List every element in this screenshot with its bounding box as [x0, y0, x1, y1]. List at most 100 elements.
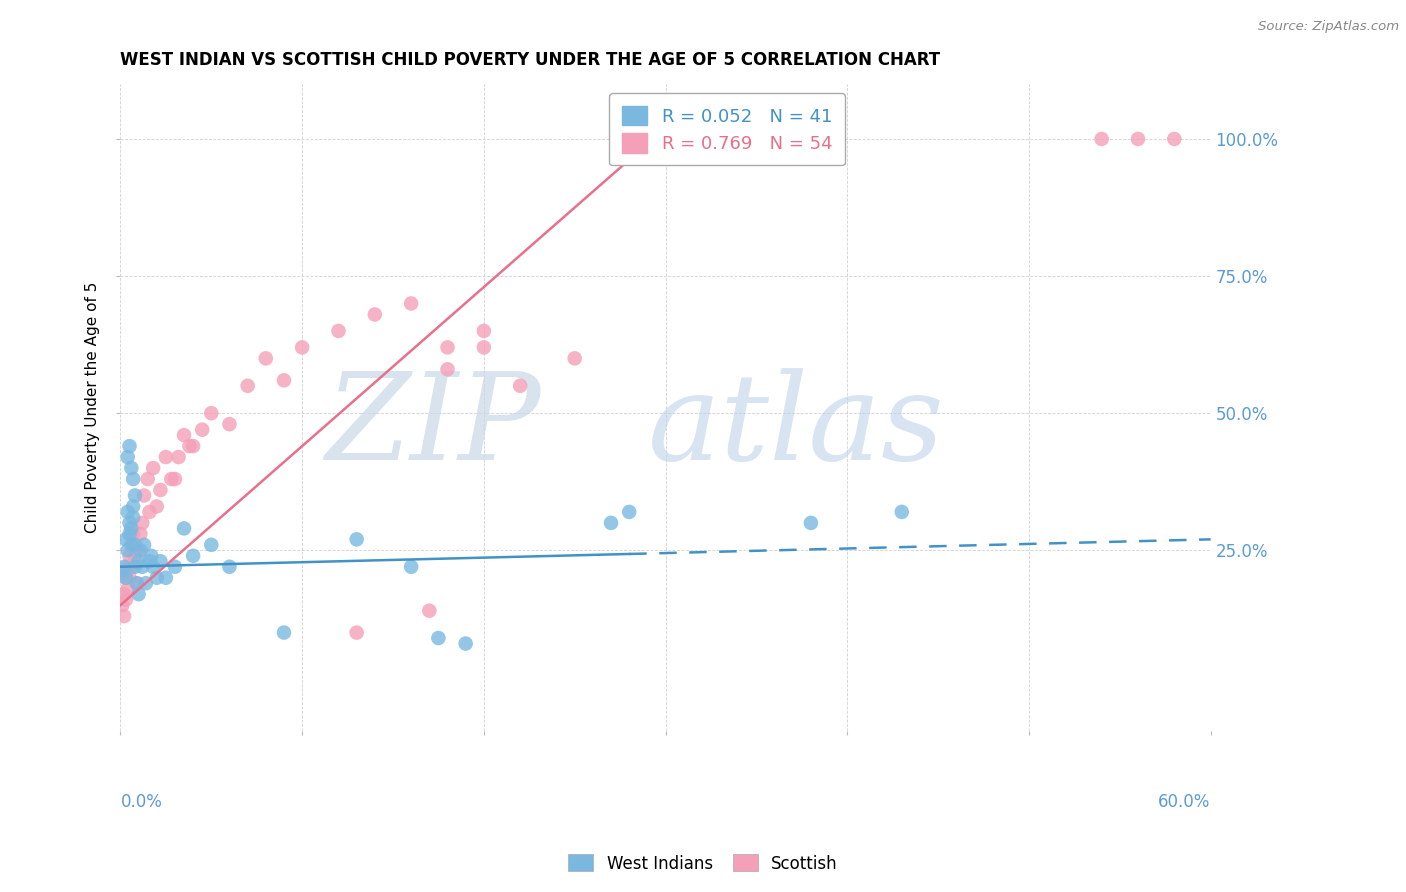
- Point: [236, 378, 259, 392]
- Point: [122, 472, 145, 486]
- Point: [122, 510, 145, 524]
- Point: [167, 450, 190, 464]
- Point: [1163, 132, 1185, 146]
- Point: [146, 500, 169, 514]
- Point: [173, 428, 195, 442]
- Point: [745, 132, 768, 146]
- Point: [142, 461, 165, 475]
- Point: [142, 559, 165, 574]
- Point: [181, 549, 204, 563]
- Point: [1126, 132, 1149, 146]
- Point: [128, 587, 150, 601]
- Point: [118, 549, 141, 563]
- Text: 0.0%: 0.0%: [121, 793, 162, 811]
- Point: [136, 472, 159, 486]
- Point: [124, 549, 146, 563]
- Point: [472, 324, 495, 338]
- Point: [149, 554, 172, 568]
- Text: WEST INDIAN VS SCOTTISH CHILD POVERTY UNDER THE AGE OF 5 CORRELATION CHART: WEST INDIAN VS SCOTTISH CHILD POVERTY UN…: [121, 51, 941, 69]
- Point: [472, 340, 495, 354]
- Point: [125, 576, 148, 591]
- Point: [191, 423, 214, 437]
- Point: [149, 483, 172, 497]
- Point: [200, 538, 222, 552]
- Point: [120, 559, 142, 574]
- Point: [117, 559, 139, 574]
- Point: [135, 576, 157, 591]
- Point: [117, 543, 139, 558]
- Point: [619, 505, 641, 519]
- Point: [125, 576, 148, 591]
- Point: [141, 549, 163, 563]
- Legend: West Indians, Scottish: West Indians, Scottish: [561, 847, 845, 880]
- Point: [163, 472, 186, 486]
- Point: [124, 488, 146, 502]
- Point: [111, 598, 134, 612]
- Point: [115, 533, 138, 547]
- Point: [138, 554, 160, 568]
- Point: [120, 521, 142, 535]
- Point: [291, 340, 314, 354]
- Point: [399, 559, 422, 574]
- Point: [115, 571, 138, 585]
- Y-axis label: Child Poverty Under the Age of 5: Child Poverty Under the Age of 5: [86, 282, 100, 533]
- Point: [1091, 132, 1114, 146]
- Text: ZIP: ZIP: [325, 368, 540, 486]
- Point: [160, 472, 183, 486]
- Point: [129, 543, 152, 558]
- Point: [118, 439, 141, 453]
- Point: [122, 538, 145, 552]
- Point: [328, 324, 350, 338]
- Point: [163, 559, 186, 574]
- Point: [346, 533, 368, 547]
- Point: [427, 631, 450, 645]
- Point: [181, 439, 204, 453]
- Point: [122, 527, 145, 541]
- Point: [124, 538, 146, 552]
- Point: [173, 521, 195, 535]
- Point: [117, 450, 139, 464]
- Point: [122, 500, 145, 514]
- Point: [273, 373, 295, 387]
- Point: [273, 625, 295, 640]
- Point: [600, 516, 623, 530]
- Point: [218, 417, 240, 432]
- Point: [132, 538, 155, 552]
- Point: [364, 308, 387, 322]
- Point: [654, 132, 676, 146]
- Point: [138, 505, 160, 519]
- Point: [254, 351, 277, 366]
- Point: [218, 559, 240, 574]
- Point: [118, 516, 141, 530]
- Point: [128, 554, 150, 568]
- Point: [131, 516, 153, 530]
- Point: [564, 351, 586, 366]
- Point: [155, 571, 177, 585]
- Text: 60.0%: 60.0%: [1159, 793, 1211, 811]
- Point: [436, 340, 458, 354]
- Point: [146, 571, 169, 585]
- Point: [118, 571, 141, 585]
- Point: [132, 488, 155, 502]
- Text: Source: ZipAtlas.com: Source: ZipAtlas.com: [1258, 20, 1399, 33]
- Point: [436, 362, 458, 376]
- Point: [454, 636, 477, 650]
- Point: [117, 505, 139, 519]
- Point: [619, 132, 641, 146]
- Point: [129, 527, 152, 541]
- Point: [399, 296, 422, 310]
- Point: [117, 582, 139, 596]
- Point: [112, 587, 135, 601]
- Point: [155, 450, 177, 464]
- Point: [118, 527, 141, 541]
- Point: [115, 571, 138, 585]
- Point: [200, 406, 222, 420]
- Point: [890, 505, 912, 519]
- Point: [124, 559, 146, 574]
- Point: [112, 609, 135, 624]
- Legend: R = 0.052   N = 41, R = 0.769   N = 54: R = 0.052 N = 41, R = 0.769 N = 54: [609, 93, 845, 165]
- Text: atlas: atlas: [648, 368, 945, 486]
- Point: [800, 516, 823, 530]
- Point: [131, 559, 153, 574]
- Point: [346, 625, 368, 640]
